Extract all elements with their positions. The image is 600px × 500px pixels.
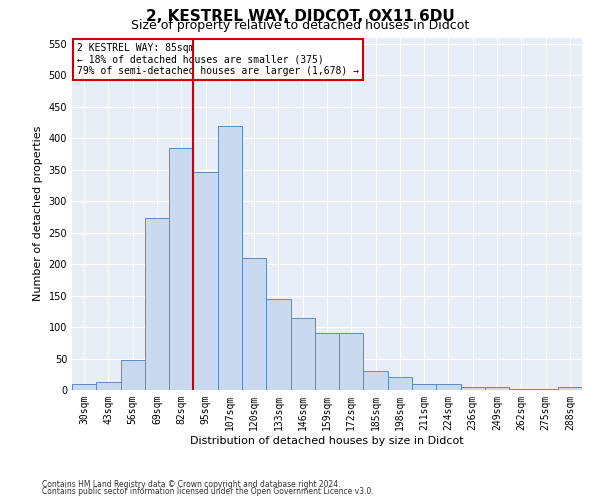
Bar bbox=[485, 387, 509, 390]
Bar bbox=[412, 384, 436, 390]
Text: Size of property relative to detached houses in Didcot: Size of property relative to detached ho… bbox=[131, 19, 469, 32]
Bar bbox=[218, 126, 242, 390]
Bar bbox=[558, 387, 582, 390]
Bar bbox=[461, 387, 485, 390]
Bar bbox=[315, 334, 339, 390]
Bar bbox=[193, 172, 218, 390]
Text: 2, KESTREL WAY, DIDCOT, OX11 6DU: 2, KESTREL WAY, DIDCOT, OX11 6DU bbox=[146, 9, 454, 24]
X-axis label: Distribution of detached houses by size in Didcot: Distribution of detached houses by size … bbox=[190, 436, 464, 446]
Y-axis label: Number of detached properties: Number of detached properties bbox=[33, 126, 43, 302]
Text: Contains public sector information licensed under the Open Government Licence v3: Contains public sector information licen… bbox=[42, 487, 374, 496]
Bar bbox=[364, 371, 388, 390]
Bar bbox=[509, 388, 533, 390]
Bar bbox=[388, 378, 412, 390]
Bar bbox=[290, 318, 315, 390]
Bar bbox=[96, 382, 121, 390]
Bar bbox=[339, 334, 364, 390]
Bar bbox=[266, 298, 290, 390]
Text: 2 KESTREL WAY: 85sqm
← 18% of detached houses are smaller (375)
79% of semi-deta: 2 KESTREL WAY: 85sqm ← 18% of detached h… bbox=[77, 43, 359, 76]
Text: Contains HM Land Registry data © Crown copyright and database right 2024.: Contains HM Land Registry data © Crown c… bbox=[42, 480, 341, 489]
Bar bbox=[169, 148, 193, 390]
Bar bbox=[436, 384, 461, 390]
Bar bbox=[242, 258, 266, 390]
Bar bbox=[121, 360, 145, 390]
Bar bbox=[533, 388, 558, 390]
Bar bbox=[72, 384, 96, 390]
Bar bbox=[145, 218, 169, 390]
